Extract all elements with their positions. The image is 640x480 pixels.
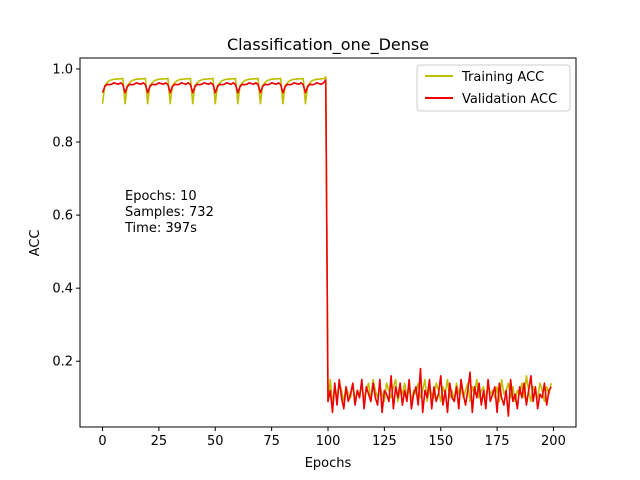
y-tick-label: 1.0 bbox=[52, 62, 73, 77]
y-tick-label: 0.8 bbox=[52, 136, 73, 151]
x-tick-label: 25 bbox=[151, 434, 168, 449]
legend-label-training: Training ACC bbox=[461, 70, 544, 85]
annotation-samples: Samples: 732 bbox=[125, 205, 214, 220]
y-tick-label: 0.4 bbox=[52, 282, 73, 297]
x-tick-label: 0 bbox=[98, 434, 106, 449]
y-axis-label: ACC bbox=[28, 230, 43, 257]
legend-label-validation: Validation ACC bbox=[462, 92, 557, 107]
chart-title: Classification_one_Dense bbox=[227, 35, 429, 55]
x-tick-label: 150 bbox=[428, 434, 453, 449]
series-layer bbox=[101, 76, 552, 417]
x-axis-label: Epochs bbox=[305, 456, 352, 471]
legend-box bbox=[416, 64, 571, 112]
y-tick-label: 0.6 bbox=[52, 209, 73, 224]
plot-frame bbox=[79, 57, 577, 428]
axis-ticks: 0 25 50 75 100 125 150 175 200 0.2 0.4 0.6 0.8 1.0 bbox=[52, 62, 566, 449]
legend: Training ACC Validation ACC bbox=[416, 64, 571, 112]
x-tick-label: 125 bbox=[372, 434, 397, 449]
annotation-epochs: Epochs: 10 bbox=[125, 189, 197, 204]
x-tick-label: 175 bbox=[485, 434, 510, 449]
y-tick-label: 0.2 bbox=[52, 355, 73, 370]
x-tick-label: 50 bbox=[207, 434, 224, 449]
stats-annotation: Epochs: 10 Samples: 732 Time: 397s bbox=[124, 189, 214, 236]
x-tick-label: 100 bbox=[316, 434, 341, 449]
validation-acc-line bbox=[101, 79, 552, 417]
annotation-time: Time: 397s bbox=[124, 221, 197, 236]
x-tick-label: 200 bbox=[541, 434, 566, 449]
x-tick-label: 75 bbox=[263, 434, 280, 449]
